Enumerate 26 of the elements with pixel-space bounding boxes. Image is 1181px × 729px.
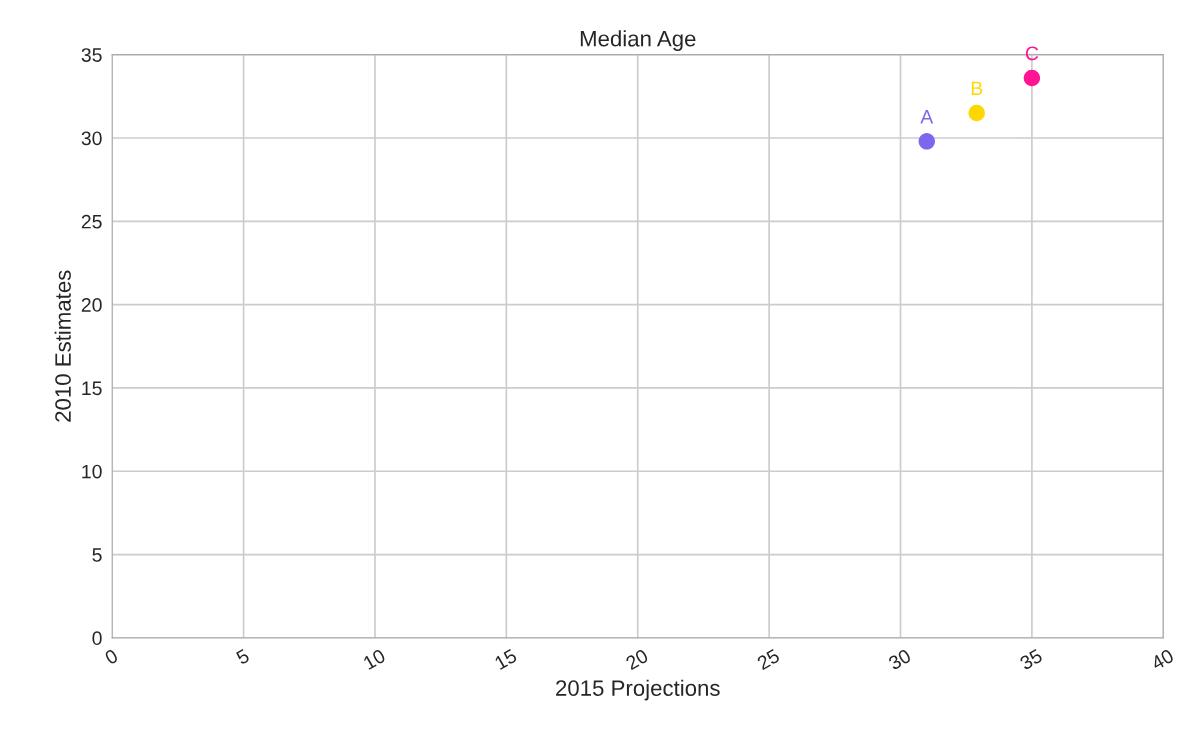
y-tick-label: 5 bbox=[92, 548, 102, 562]
y-tick-label: 25 bbox=[81, 214, 102, 229]
chart-title: Median Age bbox=[580, 30, 696, 51]
point bbox=[918, 133, 936, 150]
point bbox=[1023, 69, 1041, 87]
x-tick-label: 40 bbox=[1150, 648, 1175, 671]
series-label: C bbox=[1025, 46, 1039, 61]
y-tick-label: 30 bbox=[81, 131, 102, 146]
x-tick-label: 0 bbox=[103, 648, 119, 665]
x-tick-label: 35 bbox=[1018, 648, 1044, 671]
series-label: B bbox=[971, 81, 983, 96]
x-tick-label: 25 bbox=[756, 648, 781, 671]
series-label: A bbox=[920, 110, 934, 124]
point bbox=[968, 104, 985, 122]
y-axis-title: 2010 Estimates bbox=[54, 270, 71, 422]
x-tick-label: 30 bbox=[887, 648, 912, 671]
y-tick-label: 20 bbox=[81, 298, 102, 312]
y-tick-label: 35 bbox=[81, 48, 102, 62]
x-tick-label: 20 bbox=[624, 648, 650, 671]
y-tick-label: 15 bbox=[82, 381, 102, 396]
y-tick-label: 10 bbox=[82, 464, 102, 479]
x-tick-label: 15 bbox=[494, 648, 518, 671]
x-axis-title: 2015 Projections bbox=[556, 679, 720, 701]
x-tick-label: 10 bbox=[362, 648, 387, 671]
y-tick-label: 0 bbox=[92, 631, 102, 646]
x-tick-label: 5 bbox=[235, 648, 251, 665]
